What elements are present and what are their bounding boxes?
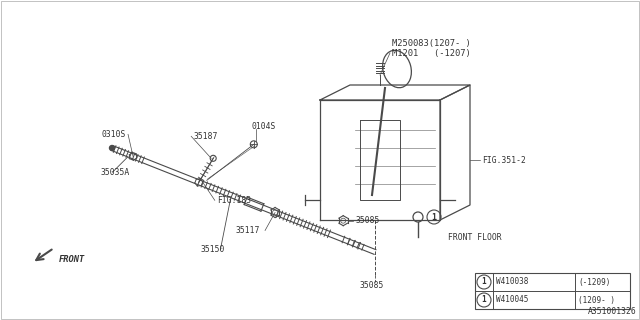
Text: 1: 1: [482, 295, 486, 305]
Text: 35117: 35117: [235, 226, 259, 235]
Text: 0310S: 0310S: [101, 130, 125, 139]
Text: W410045: W410045: [496, 295, 529, 305]
Text: FIG.351-2: FIG.351-2: [482, 156, 526, 164]
Bar: [475, 273, 630, 309]
Text: FIG.183: FIG.183: [217, 196, 251, 205]
Text: 0104S: 0104S: [252, 122, 276, 131]
Text: 35187: 35187: [193, 132, 218, 141]
Text: (-1209): (-1209): [578, 277, 611, 286]
Circle shape: [109, 146, 115, 150]
Text: A351001326: A351001326: [588, 308, 637, 316]
Text: W410038: W410038: [496, 277, 529, 286]
Text: (1209- ): (1209- ): [578, 295, 615, 305]
Text: FRONT: FRONT: [59, 255, 85, 264]
Text: 1: 1: [431, 212, 436, 221]
Text: 35085: 35085: [355, 216, 380, 225]
Text: 35085: 35085: [360, 281, 385, 290]
Text: 1: 1: [482, 277, 486, 286]
Text: FRONT FLOOR: FRONT FLOOR: [448, 233, 502, 242]
Text: M1201   (-1207): M1201 (-1207): [392, 49, 471, 58]
Text: 35150: 35150: [200, 245, 225, 254]
Text: M250083(1207- ): M250083(1207- ): [392, 38, 471, 47]
Text: 35035A: 35035A: [100, 168, 130, 177]
